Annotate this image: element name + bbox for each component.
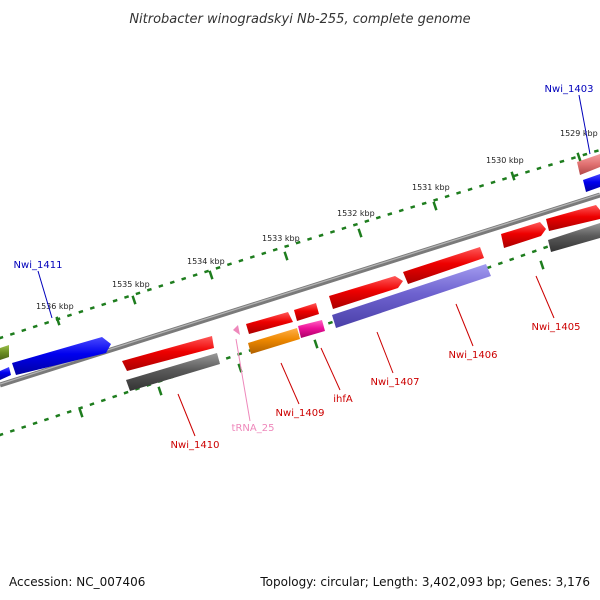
gene-arrow-red: [329, 276, 403, 309]
gene-arrow-blue: [0, 367, 11, 380]
leader-nwi1406: [455, 303, 474, 347]
gene-arrow-red: [403, 247, 484, 284]
leader-nwi1411: [37, 270, 53, 319]
gene-label-nwi1409: Nwi_1409: [276, 408, 325, 419]
gene-arrow-salmon: [577, 154, 600, 175]
forward-strand-genes: [0, 154, 600, 375]
kbp-label: 1536 kbp: [36, 302, 74, 311]
kbp-major-tick: [208, 270, 214, 280]
gene-arrow-orange: [248, 328, 300, 354]
gene-label-nwi1405: Nwi_1405: [532, 322, 581, 333]
kbp-major-tick: [357, 228, 363, 238]
kbp-major-tick: [237, 363, 243, 373]
gene-arrow-magenta: [298, 320, 325, 338]
gene-arrow-olive: [0, 345, 9, 360]
leader-ihfa: [320, 347, 341, 391]
gene-arrow-red: [546, 205, 600, 231]
gene-arrow-gray: [548, 223, 600, 252]
leader-nwi1403: [578, 94, 591, 155]
outer-tick-ring: [0, 148, 600, 340]
kbp-major-tick: [539, 260, 545, 270]
reverse-strand-genes: [0, 223, 600, 391]
gene-arrow-red: [246, 312, 293, 334]
kbp-label: 1535 kbp: [112, 280, 150, 289]
gene-arrow-purple: [332, 264, 491, 328]
kbp-major-tick: [78, 408, 84, 418]
leader-nwi1409: [280, 362, 300, 405]
label-leaders: [37, 94, 591, 437]
leader-trna25: [235, 338, 251, 422]
topology-text: Topology: circular; Length: 3,402,093 bp…: [259, 575, 590, 589]
kbp-label: 1531 kbp: [412, 183, 450, 192]
gene-label-nwi1407: Nwi_1407: [371, 377, 420, 388]
kbp-major-tick: [157, 386, 163, 396]
map-title: Nitrobacter winogradskyi Nb-255, complet…: [129, 12, 470, 27]
gene-labels: Nwi_1403 Nwi_1411 Nwi_1405 Nwi_1406 Nwi_…: [14, 84, 594, 451]
gene-label-nwi1403: Nwi_1403: [545, 84, 594, 95]
gene-arrow-blue: [583, 174, 600, 192]
kbp-major-tick: [432, 201, 438, 211]
kbp-major-tick: [55, 316, 61, 326]
outer-dotted-ring: [0, 148, 600, 340]
gene-label-nwi1410: Nwi_1410: [171, 440, 220, 451]
gene-label-trna25: tRNA_25: [232, 423, 275, 434]
kbp-major-tick: [510, 171, 516, 181]
kbp-labels: 1529 kbp 1530 kbp 1531 kbp 1532 kbp 1533…: [36, 129, 598, 311]
kbp-major-tick: [283, 251, 289, 261]
leader-nwi1405: [535, 275, 555, 319]
kbp-major-tick: [131, 295, 137, 305]
gene-arrow-gray: [126, 353, 220, 391]
kbp-label: 1529 kbp: [560, 129, 598, 138]
gene-label-nwi1406: Nwi_1406: [449, 350, 498, 361]
trna-marker: [233, 325, 240, 335]
kbp-label: 1532 kbp: [337, 209, 375, 218]
gene-label-nwi1411: Nwi_1411: [14, 260, 63, 271]
accession-text: Accession: NC_007406: [9, 575, 145, 589]
gene-arrow-red: [501, 222, 546, 248]
gene-arrow-red: [122, 336, 214, 371]
kbp-label: 1530 kbp: [486, 156, 524, 165]
gene-label-ihfa: ihfA: [333, 394, 353, 405]
kbp-major-tick: [313, 339, 319, 349]
kbp-label: 1534 kbp: [187, 257, 225, 266]
leader-nwi1410: [177, 393, 196, 437]
kbp-major-tick: [576, 152, 582, 162]
gene-arrow-blue: [12, 337, 111, 375]
leader-nwi1407: [376, 331, 394, 374]
kbp-label: 1533 kbp: [262, 234, 300, 243]
gene-arrow-red: [294, 303, 319, 321]
